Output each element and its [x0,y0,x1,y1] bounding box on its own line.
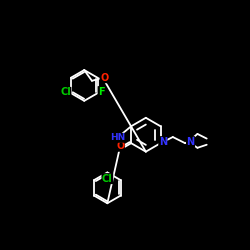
Text: N: N [159,137,167,147]
Text: O: O [116,141,124,151]
Text: Cl: Cl [60,87,71,97]
Text: HN: HN [110,133,126,142]
Text: F: F [98,86,105,97]
Text: Cl: Cl [102,174,113,184]
Text: O: O [100,73,108,83]
Text: N: N [186,137,194,147]
